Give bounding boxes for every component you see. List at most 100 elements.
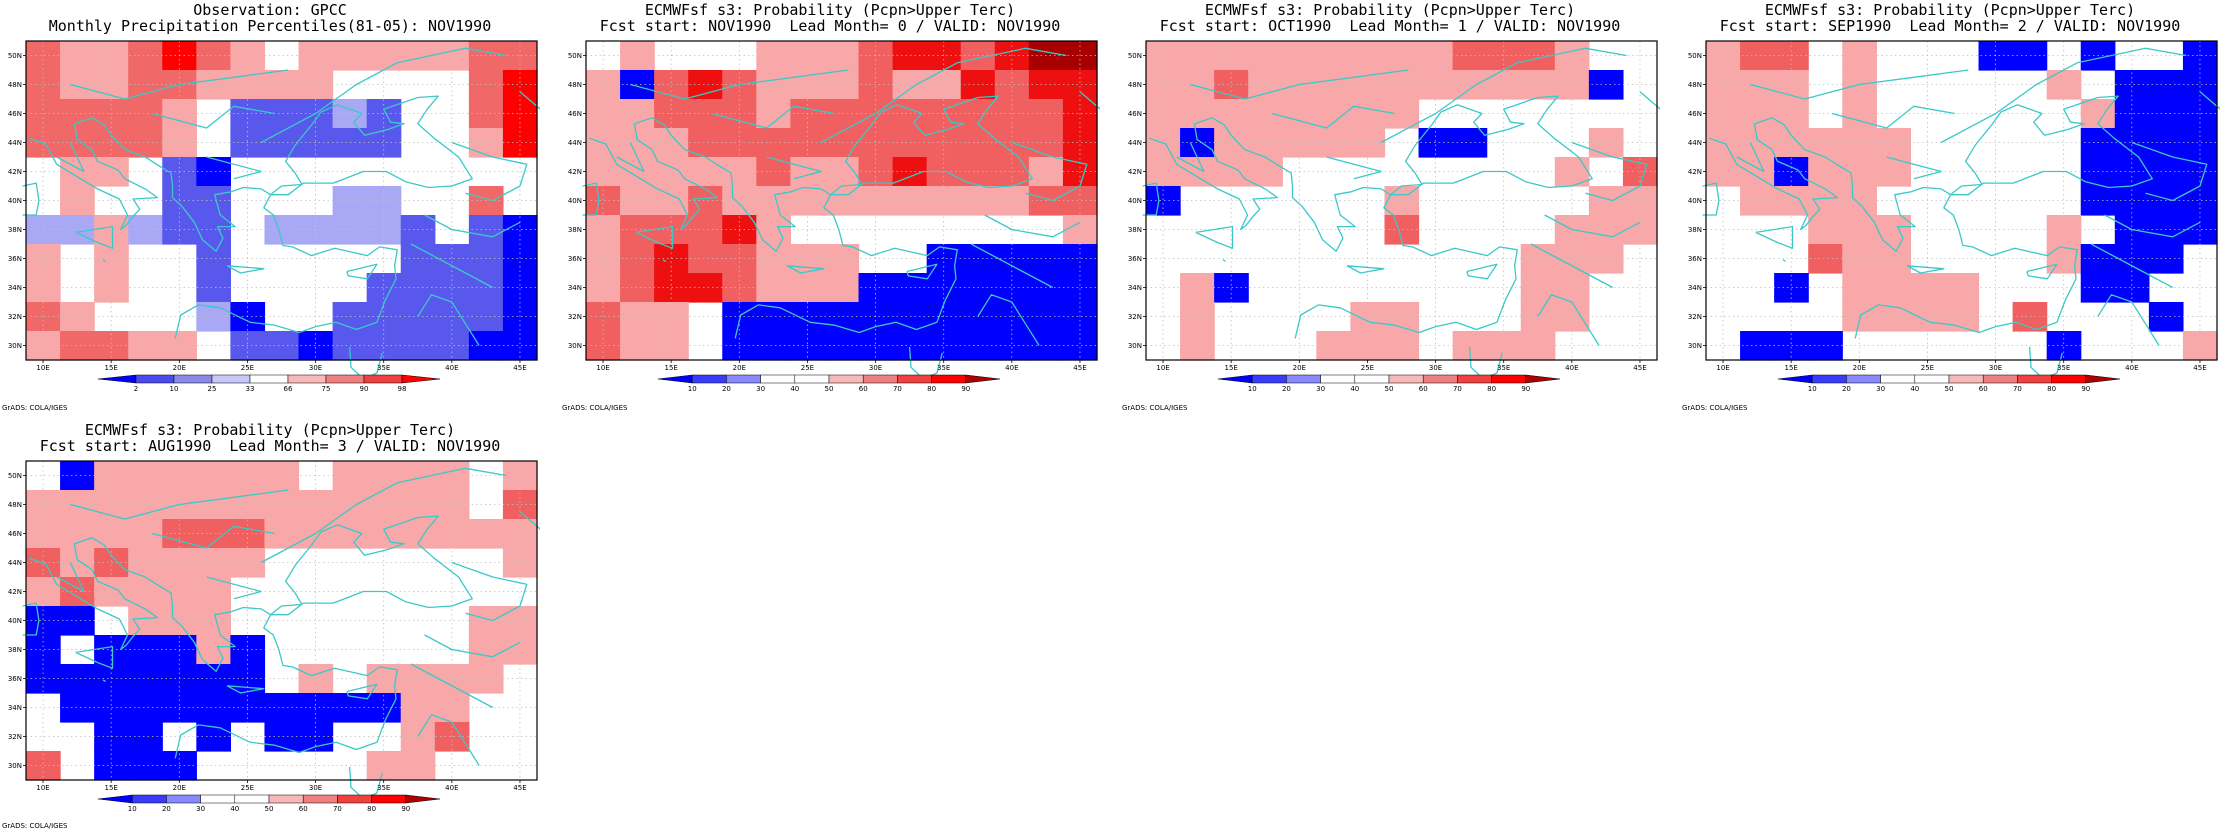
x-tick-label: 35E: [2057, 364, 2070, 372]
colorbar-segment: [135, 374, 175, 384]
x-tick-label: 20E: [173, 784, 186, 792]
heatmap-cell: [298, 128, 334, 158]
heatmap-cell: [1180, 331, 1215, 361]
heatmap-cell: [332, 128, 368, 158]
panel-title-line2: Fcst start: NOV1990 Lead Month= 0 / VALI…: [599, 17, 1061, 35]
heatmap-cell: [94, 751, 129, 781]
y-tick-label: 34N: [8, 704, 22, 712]
heatmap-cell: [620, 186, 655, 216]
heatmap-cell: [298, 490, 334, 520]
panel-title-line2: Fcst start: OCT1990 Lead Month= 1 / VALI…: [1159, 17, 1621, 35]
heatmap-cell: [1418, 70, 1454, 100]
y-tick-label: 42N: [1688, 168, 1702, 176]
x-tick-label: 10E: [596, 364, 609, 372]
colorbar-segment: [1320, 374, 1356, 384]
heatmap-cell: [654, 331, 689, 361]
x-tick-label: 10E: [36, 784, 49, 792]
x-tick-label: 30E: [309, 784, 322, 792]
heatmap-cell: [1740, 128, 1775, 158]
colorbar-label: 90: [1521, 385, 1530, 393]
heatmap-cell: [1740, 331, 1775, 361]
y-tick-label: 44N: [568, 139, 582, 147]
colorbar-segment: [1251, 374, 1287, 384]
heatmap-cell: [620, 273, 655, 303]
panel-forecast-lead0: ECMWFsf s3: Probability (Pcpn>Upper Terc…: [560, 0, 1100, 420]
heatmap-cell: [1180, 273, 1215, 303]
colorbar-label: 30: [756, 385, 765, 393]
y-tick-label: 42N: [8, 168, 22, 176]
colorbar-label: 50: [825, 385, 834, 393]
y-tick-label: 42N: [568, 168, 582, 176]
colorbar-segment: [828, 374, 864, 384]
colorbar-segment: [1422, 374, 1458, 384]
heatmap-cell: [94, 70, 129, 100]
colorbar-label: 40: [1910, 385, 1919, 393]
heatmap-cell: [1740, 99, 1775, 129]
heatmap-cells: [26, 41, 538, 361]
heatmap-cell: [60, 186, 95, 216]
heatmap-cell: [1740, 70, 1775, 100]
colorbar-segment: [363, 374, 403, 384]
colorbar-label: 60: [859, 385, 868, 393]
heatmap-cell: [1452, 41, 1488, 71]
map-plot: 50N 48N 46N 44N 42N 40N 38N 36N 34N 32N 30N 10E 15E 2…: [1688, 40, 2220, 393]
heatmap-cell: [858, 128, 894, 158]
y-tick-label: 48N: [1688, 81, 1702, 89]
colorbar-segment: [1982, 374, 2018, 384]
y-tick-label: 30N: [1128, 342, 1142, 350]
heatmap-cell: [892, 41, 928, 71]
colorbar: 2 10 25 33 66 75 90 98: [97, 374, 441, 393]
y-tick-label: 30N: [8, 762, 22, 770]
grads-credit: GrADS: COLA/IGES: [2, 404, 68, 412]
colorbar-segment: [1525, 374, 1561, 384]
colorbar-label: 10: [1808, 385, 1817, 393]
heatmap-cell: [620, 244, 655, 274]
x-tick-label: 45E: [513, 784, 526, 792]
colorbar-segment: [1388, 374, 1424, 384]
heatmap-cell: [60, 548, 95, 578]
colorbar-label: 90: [2081, 385, 2090, 393]
grads-credit: GrADS: COLA/IGES: [562, 404, 628, 412]
heatmap-cell: [1180, 41, 1215, 71]
colorbar-label: 25: [208, 385, 217, 393]
colorbar-label: 60: [1419, 385, 1428, 393]
heatmap-cells: [1146, 41, 1658, 361]
y-tick-label: 36N: [8, 255, 22, 263]
colorbar-segment: [405, 794, 441, 804]
colorbar-label: 90: [961, 385, 970, 393]
colorbar-segment: [401, 374, 441, 384]
colorbar-segment: [2051, 374, 2087, 384]
y-tick-label: 36N: [1128, 255, 1142, 263]
panel-title-line2: Monthly Precipitation Percentiles(81-05)…: [48, 17, 492, 35]
heatmap-cell: [60, 302, 95, 332]
y-tick-label: 40N: [568, 197, 582, 205]
colorbar-segment: [1491, 374, 1527, 384]
y-tick-label: 48N: [1128, 81, 1142, 89]
y-tick-label: 38N: [1128, 226, 1142, 234]
heatmap-cell: [1180, 128, 1215, 158]
x-tick-label: 35E: [1497, 364, 1510, 372]
x-tick-label: 20E: [1293, 364, 1306, 372]
grid-lines: [1706, 41, 2217, 360]
y-tick-label: 30N: [8, 342, 22, 350]
colorbar-segment: [965, 374, 1001, 384]
y-tick-label: 46N: [1688, 110, 1702, 118]
colorbar-segment: [97, 794, 133, 804]
colorbar-label: 40: [1350, 385, 1359, 393]
y-tick-label: 32N: [1128, 313, 1142, 321]
heatmap-cell: [1180, 302, 1215, 332]
y-tick-label: 38N: [568, 226, 582, 234]
x-tick-label: 45E: [1073, 364, 1086, 372]
colorbar-segment: [200, 794, 236, 804]
heatmap-cell: [1214, 70, 1249, 100]
heatmap-cell: [1774, 331, 1809, 361]
heatmap-cell: [60, 693, 95, 723]
heatmap-cell: [1418, 128, 1454, 158]
y-tick-label: 34N: [568, 284, 582, 292]
heatmap-cell: [332, 215, 368, 245]
grid-lines: [1146, 41, 1657, 360]
heatmap-cell: [620, 331, 655, 361]
heatmap-cell: [654, 70, 689, 100]
heatmap-cell: [60, 99, 95, 129]
y-tick-label: 38N: [8, 226, 22, 234]
